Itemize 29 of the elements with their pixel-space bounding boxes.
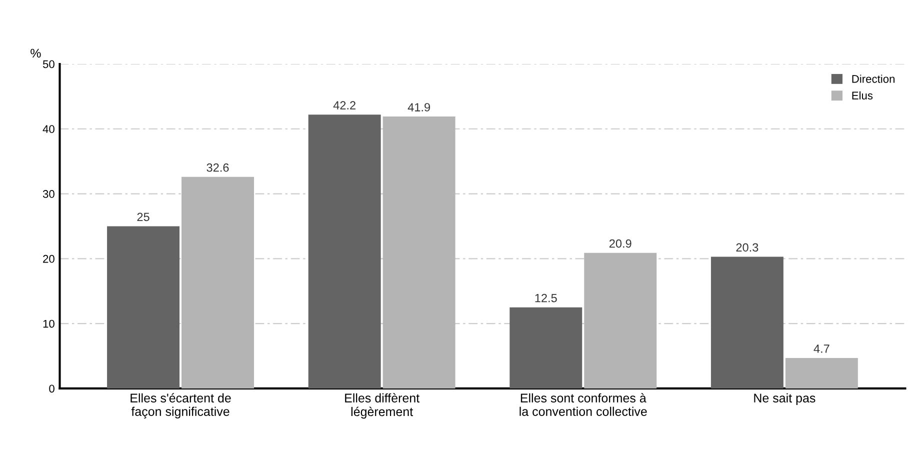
bar (382, 116, 456, 388)
y-tick-label: 30 (42, 190, 54, 198)
data-label: 20.9 (609, 239, 632, 248)
y-tick-label: 50 (42, 60, 54, 68)
data-label: 25 (137, 212, 150, 222)
data-label: 20.3 (736, 243, 758, 252)
bar (510, 307, 582, 388)
y-tick-label: 10 (43, 320, 54, 328)
x-tick-label: Elles s'écartent de façon significative (130, 393, 231, 418)
bar (584, 252, 657, 388)
bar (182, 176, 254, 388)
data-label: 12.5 (535, 294, 557, 302)
data-label: 41.9 (408, 103, 430, 112)
data-label: 4.7 (814, 344, 830, 353)
bar (308, 114, 381, 388)
data-label: 32.6 (206, 163, 229, 172)
y-tick-label: 20 (43, 254, 54, 263)
y-axis-title: % (30, 48, 41, 58)
data-label: 42.2 (333, 101, 356, 110)
legend-label: Elus (852, 91, 873, 100)
legend-label: Direction (852, 74, 894, 83)
bar (785, 358, 858, 388)
x-tick-label: Ne sait pas (754, 393, 816, 405)
bar (107, 226, 180, 388)
y-tick-label: 40 (42, 125, 54, 134)
x-tick-label: Elles sont conformes à la convention collective (520, 393, 647, 416)
x-tick-label: Elles diffèrent légèrement (345, 393, 420, 419)
bar (710, 256, 784, 388)
y-tick-label: 0 (49, 384, 54, 393)
